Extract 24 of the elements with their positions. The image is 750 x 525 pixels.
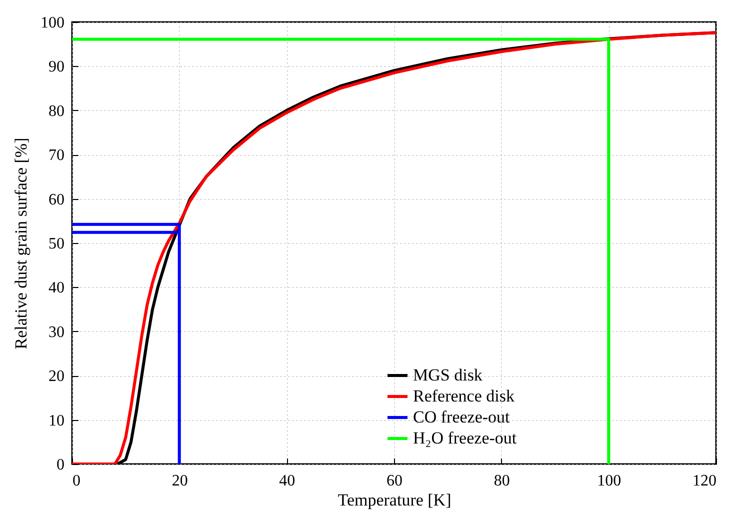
legend-label: MGS disk bbox=[413, 366, 483, 384]
y-tick-label: 90 bbox=[48, 58, 64, 76]
y-tick-label: 100 bbox=[40, 14, 64, 32]
y-tick-label: 80 bbox=[48, 102, 64, 120]
x-axis-title: Temperature [K] bbox=[338, 490, 452, 510]
y-tick-label: 20 bbox=[48, 368, 64, 386]
legend-label: Reference disk bbox=[413, 386, 515, 406]
y-tick-label: 10 bbox=[48, 412, 64, 430]
y-tick-label: 0 bbox=[56, 456, 64, 474]
legend-label: CO freeze-out bbox=[413, 408, 510, 426]
x-tick-label: 120 bbox=[692, 472, 716, 490]
legend-label: H₂O freeze-out bbox=[413, 428, 517, 448]
y-tick-label: 60 bbox=[48, 191, 64, 208]
x-tick-label: 40 bbox=[279, 472, 296, 490]
y-tick-label: 30 bbox=[48, 324, 64, 341]
x-tick-label: 20 bbox=[172, 472, 188, 490]
x-tick-label: 80 bbox=[494, 472, 510, 490]
y-tick-label: 70 bbox=[48, 147, 64, 164]
y-tick-label: 40 bbox=[48, 280, 64, 297]
x-tick-label: 100 bbox=[597, 472, 622, 490]
y-tick-label: 50 bbox=[48, 236, 64, 252]
x-tick-label: 0 bbox=[72, 472, 80, 490]
x-tick-label: 60 bbox=[386, 472, 402, 490]
y-axis-title: Relative dust grain surface [%] bbox=[12, 138, 30, 350]
